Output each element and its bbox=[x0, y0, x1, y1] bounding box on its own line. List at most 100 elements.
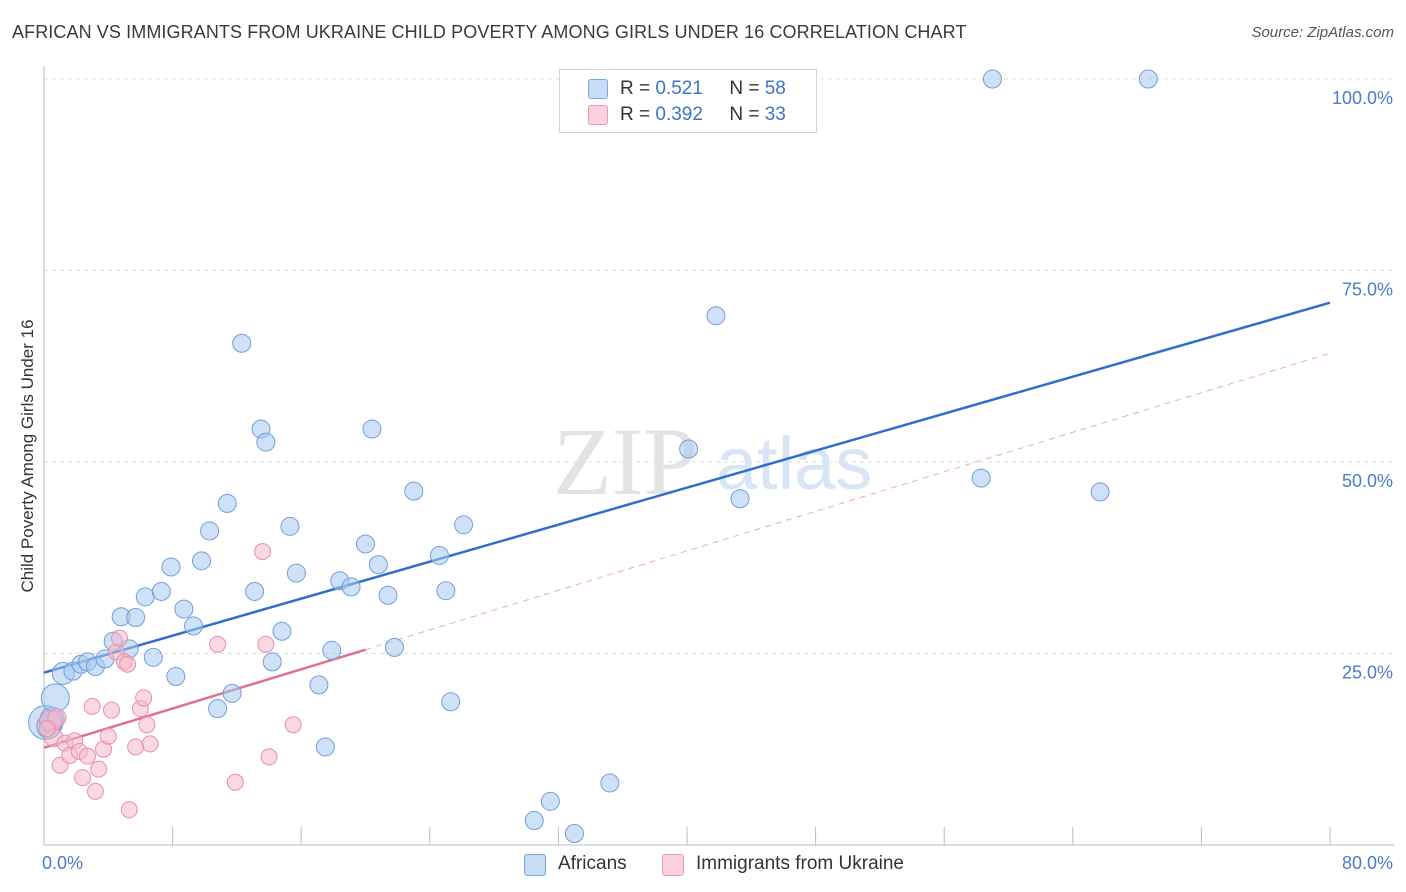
africans-point bbox=[322, 640, 342, 660]
y-tick-label: 100.0% bbox=[1332, 88, 1393, 108]
legend-r-label: R = bbox=[620, 104, 651, 125]
ukraine-point bbox=[111, 629, 129, 647]
africans-trend-line bbox=[43, 301, 1331, 674]
chart-title: AFRICAN VS IMMIGRANTS FROM UKRAINE CHILD… bbox=[12, 22, 967, 42]
ukraine-point bbox=[127, 738, 145, 756]
ukraine-point bbox=[254, 543, 272, 561]
legend-swatch-africans bbox=[588, 79, 608, 99]
africans-point bbox=[679, 439, 699, 459]
ukraine-point bbox=[38, 720, 56, 738]
africans-point bbox=[982, 69, 1002, 89]
africans-point bbox=[429, 545, 449, 565]
africans-point bbox=[174, 599, 194, 619]
africans-point bbox=[135, 587, 155, 607]
africans-point bbox=[341, 577, 361, 597]
africans-point bbox=[40, 683, 70, 713]
ukraine-point bbox=[74, 769, 92, 787]
legend-box: R = 0.521 N = 58 R = 0.392 N = 33 bbox=[559, 69, 817, 133]
africans-point bbox=[706, 306, 726, 326]
legend-n-value-ukraine: 33 bbox=[764, 104, 786, 125]
source-label: Source: ZipAtlas.com bbox=[1251, 24, 1394, 41]
africans-point bbox=[454, 515, 474, 535]
africans-point bbox=[262, 652, 282, 672]
ukraine-point bbox=[90, 760, 108, 778]
africans-point bbox=[208, 699, 228, 719]
gridlines bbox=[44, 78, 1394, 654]
ukraine-point bbox=[138, 716, 156, 734]
ukraine-point bbox=[257, 635, 275, 653]
africans-point bbox=[166, 666, 186, 686]
ukraine-point bbox=[119, 655, 137, 673]
africans-point bbox=[143, 647, 163, 667]
africans-point bbox=[524, 810, 544, 830]
ukraine-trend-line bbox=[43, 648, 366, 749]
ukraine-point bbox=[120, 801, 138, 819]
x-tick-label: 80.0% bbox=[1342, 853, 1393, 873]
legend-n-label: N = bbox=[729, 78, 760, 99]
africans-point bbox=[971, 468, 991, 488]
africans-point bbox=[436, 581, 456, 601]
x-tick-label: 0.0% bbox=[42, 853, 83, 873]
ukraine-point bbox=[226, 773, 244, 791]
legend-r-value-africans: 0.521 bbox=[655, 78, 703, 99]
africans-point bbox=[151, 581, 171, 601]
legend-r-label: R = bbox=[620, 78, 651, 99]
africans-point bbox=[441, 692, 461, 712]
africans-point bbox=[256, 432, 276, 452]
africans-point bbox=[1138, 69, 1158, 89]
data-points bbox=[28, 69, 1158, 844]
tick-labels: 100.0% 75.0% 50.0% 25.0% 0.0% 80.0% bbox=[42, 88, 1393, 873]
africans-point bbox=[200, 521, 220, 541]
watermark-zip: ZIP bbox=[553, 408, 697, 515]
legend-n-value-africans: 58 bbox=[764, 78, 786, 99]
africans-point bbox=[126, 607, 146, 627]
africans-point bbox=[564, 824, 584, 844]
africans-point bbox=[272, 621, 292, 641]
y-tick-label: 75.0% bbox=[1342, 280, 1393, 300]
africans-point bbox=[222, 683, 242, 703]
africans-point bbox=[362, 419, 382, 439]
africans-point bbox=[280, 516, 300, 536]
ukraine-trend-extension bbox=[365, 352, 1331, 651]
bottom-legend-swatch-ukraine bbox=[662, 854, 684, 876]
africans-point bbox=[192, 551, 212, 571]
ukraine-point bbox=[209, 635, 227, 653]
africans-point bbox=[161, 557, 181, 577]
africans-point bbox=[730, 489, 750, 509]
ukraine-point bbox=[260, 748, 278, 766]
africans-point bbox=[600, 773, 620, 793]
bottom-legend-swatch-africans bbox=[524, 854, 546, 876]
ukraine-point bbox=[78, 747, 96, 765]
ukraine-point bbox=[135, 689, 153, 707]
ukraine-point bbox=[86, 782, 104, 800]
legend-r-value-ukraine: 0.392 bbox=[655, 104, 703, 125]
legend-n-label: N = bbox=[729, 104, 760, 125]
africans-point bbox=[540, 791, 560, 811]
africans-point bbox=[286, 563, 306, 583]
africans-point bbox=[183, 616, 203, 636]
y-tick-label: 50.0% bbox=[1342, 471, 1393, 491]
africans-point bbox=[232, 333, 252, 353]
bottom-legend-label-ukraine: Immigrants from Ukraine bbox=[696, 853, 904, 874]
africans-point bbox=[384, 637, 404, 657]
ukraine-point bbox=[99, 727, 117, 745]
ukraine-point bbox=[141, 735, 159, 753]
legend-swatch-ukraine bbox=[588, 105, 608, 125]
y-tick-label: 25.0% bbox=[1342, 663, 1393, 683]
watermark: ZIP atlas bbox=[553, 408, 872, 515]
africans-point bbox=[1090, 482, 1110, 502]
bottom-legend-label-africans: Africans bbox=[558, 853, 627, 874]
africans-point bbox=[404, 481, 424, 501]
ukraine-point bbox=[284, 716, 302, 734]
africans-point bbox=[356, 534, 375, 554]
ukraine-point bbox=[83, 697, 101, 715]
ukraine-point bbox=[103, 701, 121, 719]
africans-point bbox=[217, 493, 237, 513]
africans-point bbox=[245, 581, 265, 601]
africans-point bbox=[378, 585, 398, 605]
trend-lines bbox=[43, 301, 1331, 749]
africans-point bbox=[315, 737, 335, 757]
africans-point bbox=[309, 675, 329, 695]
africans-point bbox=[368, 555, 388, 575]
